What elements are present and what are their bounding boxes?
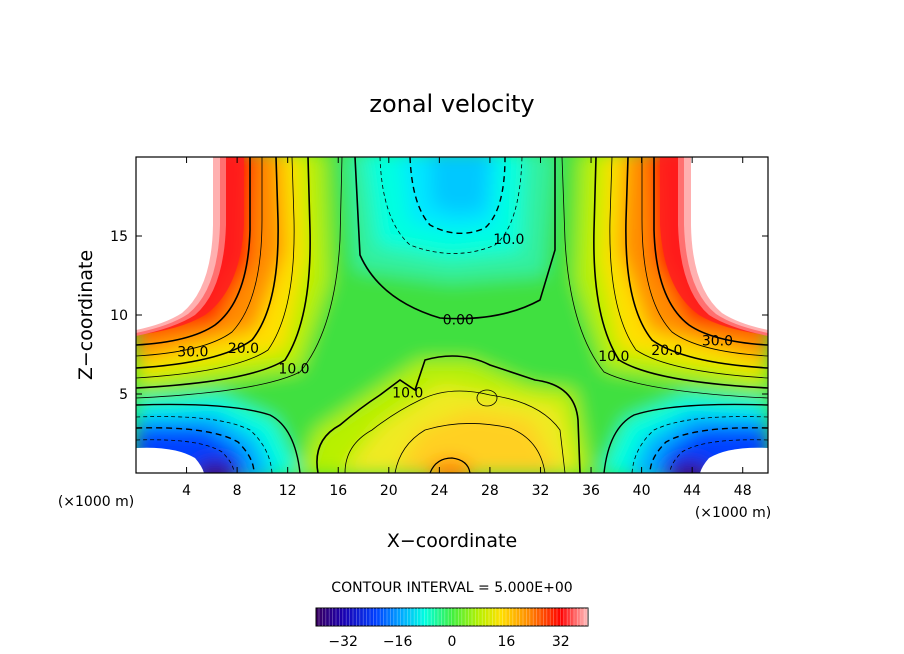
x-tick-label: 16: [329, 483, 347, 499]
x-axis-ticks: 4 8 12 16 20 24 28 32 36 40 44 48: [182, 157, 752, 499]
x-tick-label: 20: [380, 483, 398, 499]
x-tick-label: 4: [182, 483, 191, 499]
contour-interval: CONTOUR INTERVAL = 5.000E+00: [331, 580, 572, 596]
colorbar-tick-label: −32: [328, 634, 358, 650]
x-tick-label: 24: [430, 483, 448, 499]
y-tick-label: 15: [110, 229, 128, 245]
chart-title: zonal velocity: [369, 90, 534, 118]
y-axis-ticks: 5 10 15: [110, 229, 768, 403]
colorbar-tick-label: 0: [448, 634, 457, 650]
contour-label: 20.0: [228, 341, 259, 357]
contour-label: 10.0: [598, 349, 629, 365]
y-tick-label: 10: [110, 308, 128, 324]
contour-label: 10.0: [392, 385, 423, 401]
contour-label: 10.0: [278, 362, 309, 378]
colorbar-tick-label: 16: [497, 634, 515, 650]
colorbar-gradient: [315, 607, 589, 627]
x-unit-right: (×1000 m): [695, 505, 771, 521]
x-unit-left: (×1000 m): [58, 494, 134, 510]
velocity-field: 30.0 20.0 10.0 0.00 10.0 10.0 10.0 20.0 30.0: [136, 157, 768, 473]
contour-label: 30.0: [177, 344, 208, 360]
x-tick-label: 8: [233, 483, 242, 499]
colorbar-tick-label: −16: [383, 634, 413, 650]
colorbar-stripes: [318, 608, 588, 626]
contour-label: 30.0: [702, 333, 733, 349]
x-axis-label: X−coordinate: [387, 530, 517, 552]
colorbar-ticks: −32 −16 0 16 32: [328, 634, 569, 650]
y-axis-label: Z−coordinate: [75, 250, 97, 380]
contour-label: 20.0: [651, 343, 682, 359]
x-tick-label: 32: [532, 483, 550, 499]
x-tick-label: 44: [683, 483, 701, 499]
contour-label: 10.0: [493, 232, 524, 248]
x-tick-label: 48: [734, 483, 752, 499]
contour-labels: 30.0 20.0 10.0 0.00 10.0 10.0 10.0 20.0 30.0: [177, 232, 733, 401]
x-tick-label: 40: [633, 483, 651, 499]
contour-label: 0.00: [443, 313, 474, 329]
y-tick-label: 5: [119, 387, 128, 403]
x-tick-label: 28: [481, 483, 499, 499]
x-tick-label: 36: [582, 483, 600, 499]
colorbar-tick-label: 32: [552, 634, 570, 650]
colorbar: −32 −16 0 16 32: [315, 607, 589, 650]
x-tick-label: 12: [279, 483, 297, 499]
